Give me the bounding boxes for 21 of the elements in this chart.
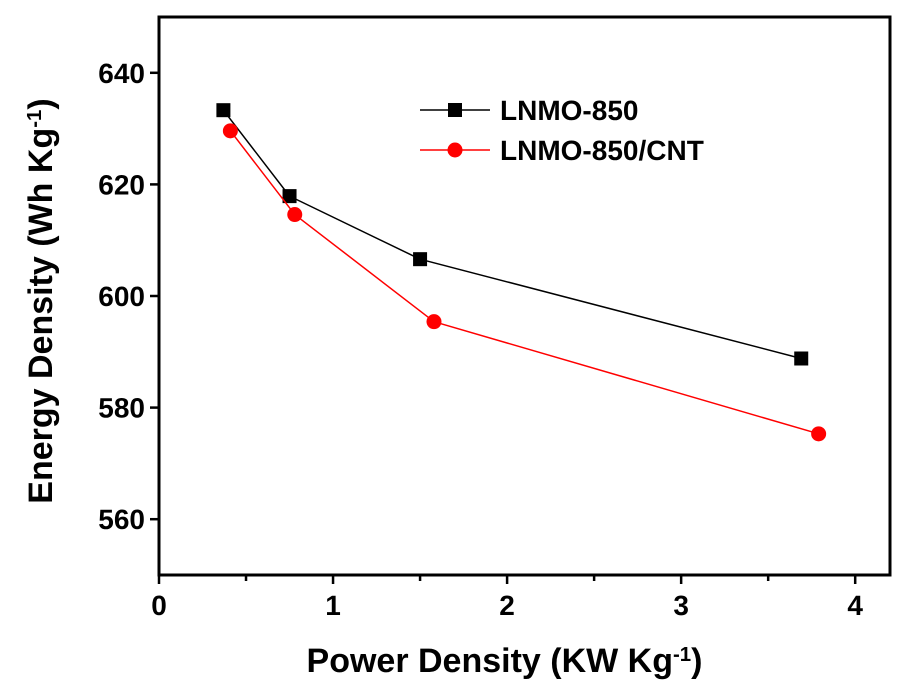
point <box>287 207 302 222</box>
y-tick-label: 620 <box>98 169 145 200</box>
point <box>811 426 826 442</box>
legend-label: LNMO-850 <box>500 95 638 126</box>
y-tick-label: 640 <box>98 58 145 89</box>
y-tick-label: 580 <box>98 392 145 424</box>
point <box>216 103 230 118</box>
x-tick-label: 1 <box>325 590 341 621</box>
point <box>794 351 808 366</box>
legend-label: LNMO-850/CNT <box>500 135 704 166</box>
x-tick-label: 2 <box>499 590 515 621</box>
point <box>413 252 428 266</box>
point <box>426 314 442 330</box>
x-tick-label: 4 <box>847 590 864 621</box>
x-tick-label: 0 <box>151 590 167 621</box>
y-tick-label: 560 <box>98 504 145 536</box>
x-axis-title: Power Density (KW Kg$^{-1}$) <box>306 642 702 680</box>
point <box>282 189 297 204</box>
x-tick-label: 3 <box>673 590 689 621</box>
y-tick-label: 600 <box>98 281 145 312</box>
point <box>222 123 238 138</box>
